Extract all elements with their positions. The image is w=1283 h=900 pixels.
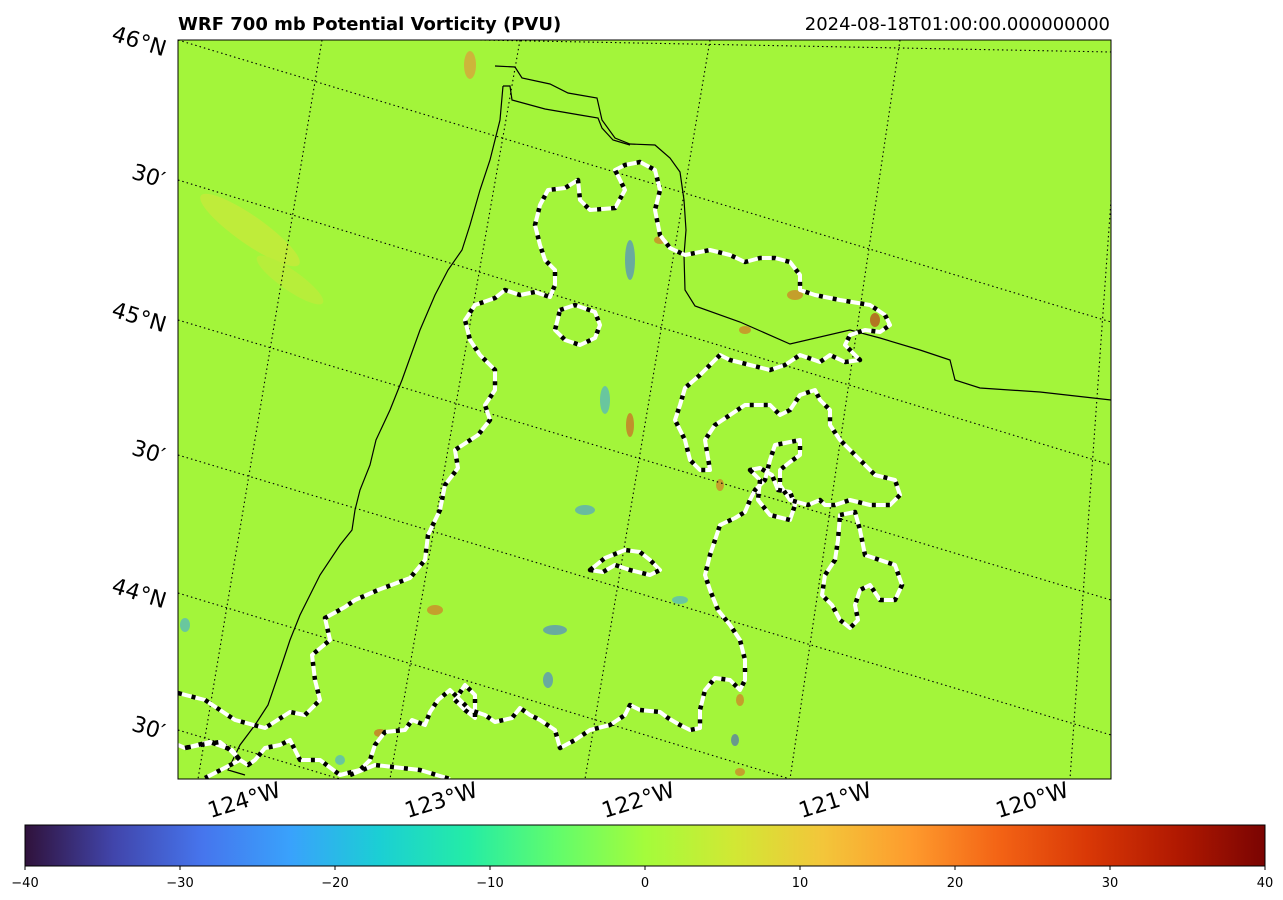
- colorbar-tick-label: 20: [946, 876, 964, 891]
- map-plot-area: [178, 40, 1111, 779]
- oregon-coastline: [227, 85, 504, 776]
- colorbar-tick-label: −20: [321, 876, 349, 891]
- colorbar-tick-label: −30: [166, 876, 194, 891]
- graticule: [178, 40, 1111, 779]
- colorbar-tick-label: 40: [1256, 876, 1274, 891]
- map-title: WRF 700 mb Potential Vorticity (PVU): [178, 14, 562, 35]
- colorbar-tick-label: 10: [791, 876, 809, 891]
- coastline: [494, 65, 1111, 401]
- colorbar-tick-label: 30: [1101, 876, 1119, 891]
- map-frame: [177, 39, 1112, 780]
- colorbar-tick-label: −40: [11, 876, 39, 891]
- colorbar-gradient: [24, 824, 1266, 867]
- colorbar: [24, 824, 1266, 870]
- terrain-mask-contours: [178, 159, 905, 779]
- map-valid-time: 2024-08-18T01:00:00.000000000: [804, 14, 1110, 35]
- oregon-washington-border: [503, 85, 631, 146]
- colorbar-tick-label: 0: [640, 876, 650, 891]
- pv-field-patches: [180, 51, 880, 776]
- colorbar-tick-label: −10: [476, 876, 504, 891]
